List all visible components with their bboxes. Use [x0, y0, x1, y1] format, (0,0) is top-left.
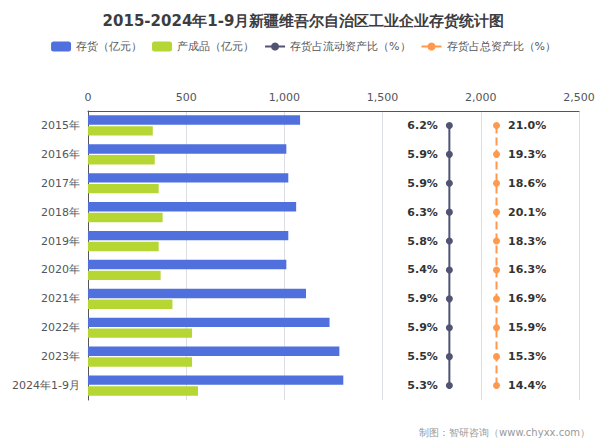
svg-text:500: 500 — [176, 91, 197, 104]
svg-text:2015年: 2015年 — [41, 119, 80, 132]
svg-text:5.5%: 5.5% — [407, 350, 438, 363]
svg-text:2021年: 2021年 — [41, 292, 80, 305]
svg-text:21.0%: 21.0% — [508, 119, 546, 132]
svg-text:2,500: 2,500 — [563, 91, 595, 104]
svg-text:6.2%: 6.2% — [407, 119, 438, 132]
svg-text:5.4%: 5.4% — [407, 263, 438, 276]
svg-text:18.3%: 18.3% — [508, 235, 546, 248]
svg-text:5.8%: 5.8% — [407, 235, 438, 248]
svg-text:2018年: 2018年 — [41, 206, 80, 219]
svg-text:2017年: 2017年 — [41, 177, 80, 190]
svg-text:5.9%: 5.9% — [407, 292, 438, 305]
svg-text:2022年: 2022年 — [41, 321, 80, 334]
svg-text:5.9%: 5.9% — [407, 148, 438, 161]
svg-text:5.9%: 5.9% — [407, 321, 438, 334]
svg-text:2015-2024年1-9月新疆维吾尔自治区工业企业存货统计: 2015-2024年1-9月新疆维吾尔自治区工业企业存货统计图 — [103, 12, 505, 30]
svg-text:16.3%: 16.3% — [508, 263, 546, 276]
svg-text:2019年: 2019年 — [41, 235, 80, 248]
svg-text:0: 0 — [84, 91, 91, 104]
svg-text:20.1%: 20.1% — [508, 206, 546, 219]
svg-text:2,000: 2,000 — [465, 91, 497, 104]
svg-text:产成品（亿元）: 产成品（亿元） — [177, 40, 254, 53]
svg-text:2020年: 2020年 — [41, 263, 80, 276]
svg-text:5.3%: 5.3% — [407, 379, 438, 392]
svg-text:存货占流动资产比（%）: 存货占流动资产比（%） — [290, 40, 410, 53]
svg-text:18.6%: 18.6% — [508, 177, 546, 190]
svg-text:存货（亿元）: 存货（亿元） — [76, 40, 142, 53]
svg-text:19.3%: 19.3% — [508, 148, 546, 161]
svg-text:存货占总资产比（%）: 存货占总资产比（%） — [447, 40, 556, 53]
svg-text:1,000: 1,000 — [269, 91, 301, 104]
svg-text:15.3%: 15.3% — [508, 350, 546, 363]
svg-text:15.9%: 15.9% — [508, 321, 546, 334]
svg-text:2023年: 2023年 — [41, 350, 80, 363]
svg-text:1,500: 1,500 — [367, 91, 399, 104]
svg-text:2016年: 2016年 — [41, 148, 80, 161]
svg-text:制图：智研咨询（www.chyxx.com）: 制图：智研咨询（www.chyxx.com） — [419, 427, 590, 438]
svg-text:14.4%: 14.4% — [508, 379, 546, 392]
svg-text:6.3%: 6.3% — [407, 206, 438, 219]
svg-text:2024年1-9月: 2024年1-9月 — [12, 379, 80, 392]
svg-text:16.9%: 16.9% — [508, 292, 546, 305]
svg-text:5.9%: 5.9% — [407, 177, 438, 190]
